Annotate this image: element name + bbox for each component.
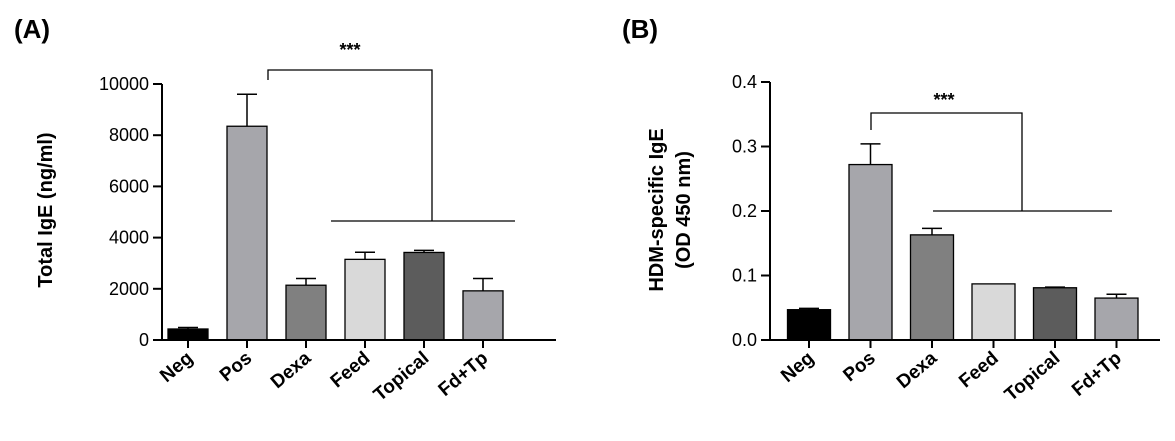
panel-a-significance-label: *** — [339, 40, 360, 60]
panel-b-x-tick-label: Feed — [955, 348, 1002, 393]
panel-a-y-tick-label: 6000 — [109, 176, 149, 196]
panel-b-y-tick-label: 0.0 — [732, 330, 757, 350]
panel-b-y-tick-label: 0.3 — [732, 137, 757, 157]
panel-a-x-tick-label: Neg — [156, 348, 197, 387]
panel-a-y-tick-label: 0 — [139, 330, 149, 350]
panel-a-x-tick-label: Fd+Tp — [435, 348, 493, 401]
panel-b-errorbars — [799, 143, 1127, 310]
panel-b-x-tick-label: Fd+Tp — [1068, 348, 1126, 401]
panel-a-x-tick-label: Feed — [327, 348, 374, 393]
panel-a: (A) Total IgE (ng/ml) 0 2000 4000 6000 8000 1… — [14, 14, 556, 406]
panel-b-y-tick-label: 0.1 — [732, 266, 757, 286]
panel-b-y-axis-label-line-2: (OD 450 nm) — [673, 151, 695, 269]
panel-b-bar-neg — [786, 309, 832, 341]
panel-a-y-ticks: 0 2000 4000 6000 8000 10000 — [99, 74, 162, 350]
panel-b-significance-label: *** — [933, 90, 954, 110]
panel-b-bar-dexa — [909, 234, 955, 341]
panel-b-x-tick-label: Topical — [1001, 348, 1064, 406]
panel-b-bar-fd-tp — [1094, 297, 1139, 341]
panel-a-label: (A) — [14, 14, 50, 44]
panel-a-bar-feed — [344, 258, 386, 341]
panel-a-errorbars — [178, 93, 493, 329]
panel-a-bars — [167, 125, 504, 341]
panel-a-bar-topical — [403, 251, 445, 341]
panel-a-x-tick-label: Pos — [216, 348, 256, 386]
panel-b: (B) HDM-specific IgE (OD 450 nm) 0.00.10… — [622, 14, 1160, 406]
panel-b-significance-bracket — [870, 112, 1023, 211]
panel-b-x-tick-label: Pos — [840, 348, 880, 386]
panel-b-y-tick-label: 0.2 — [732, 201, 757, 221]
panel-a-significance-bracket — [267, 69, 433, 221]
panel-b-x-tick-label: Neg — [777, 348, 818, 387]
panel-b-x-tick-label: Dexa — [893, 347, 942, 393]
panel-a-y-tick-label: 8000 — [109, 125, 149, 145]
panel-a-y-axis-label: Total IgE (ng/ml) — [35, 132, 57, 287]
panel-b-y-ticks: 0.0 0.1 0.2 0.3 0.4 — [732, 72, 770, 350]
panel-b-y-axis-label-line-1: HDM-specific IgE — [646, 128, 668, 291]
panel-a-bar-dexa — [285, 284, 327, 341]
panel-a-bar-pos — [226, 125, 268, 341]
panel-a-bar-fd-tp — [462, 290, 504, 341]
panel-b-bar-topical — [1032, 287, 1078, 341]
panel-a-y-tick-label: 10000 — [99, 74, 149, 94]
panel-b-label: (B) — [622, 14, 658, 44]
panel-b-bar-pos — [848, 163, 893, 341]
panel-a-bar-neg — [167, 328, 209, 341]
panel-b-bar-feed — [971, 283, 1016, 341]
panel-b-y-tick-label: 0.4 — [732, 72, 757, 92]
panel-a-x-tick-label: Topical — [370, 348, 433, 406]
panel-a-y-tick-label: 4000 — [109, 228, 149, 248]
panel-a-y-tick-label: 2000 — [109, 279, 149, 299]
panel-a-x-tick-label: Dexa — [267, 347, 316, 393]
panel-b-bars — [786, 163, 1139, 341]
